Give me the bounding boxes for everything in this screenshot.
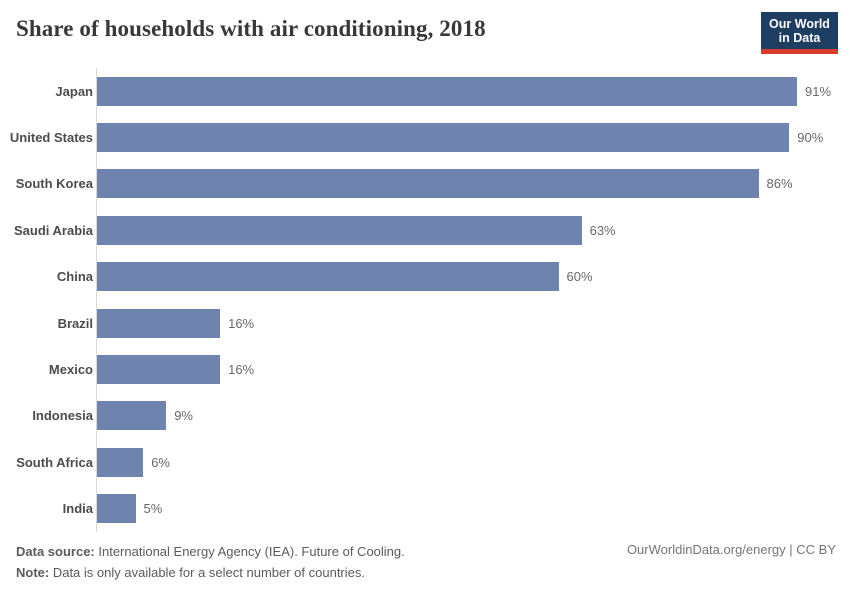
bar-row: Indonesia 9% xyxy=(0,392,850,440)
value-label: 16% xyxy=(228,315,255,331)
value-label: 63% xyxy=(589,222,616,238)
bar-area: 91% xyxy=(96,68,850,115)
footer-notes: Data source: International Energy Agency… xyxy=(16,541,405,583)
bar-row: South Korea 86% xyxy=(0,160,850,208)
bar[interactable] xyxy=(97,494,136,524)
chart-footer: Data source: International Energy Agency… xyxy=(16,541,836,583)
category-label: China xyxy=(56,269,93,285)
bar-row: Japan 91% xyxy=(0,68,850,115)
bar-area: 5% xyxy=(96,485,850,532)
owid-link[interactable]: OurWorldinData.org/energy | CC BY xyxy=(626,542,836,557)
bar-chart: Japan 91% United States 90% South Korea 86% Sa… xyxy=(0,68,850,532)
chart-title: Share of households with air conditionin… xyxy=(16,16,486,41)
bar[interactable] xyxy=(97,123,790,153)
value-label: 6% xyxy=(151,454,170,470)
bar-row: South Africa 6% xyxy=(0,439,850,486)
owid-logo-line2: in Data xyxy=(778,31,821,45)
data-source-line: Data source: International Energy Agency… xyxy=(16,541,405,562)
category-label: South Korea xyxy=(15,176,93,192)
bar[interactable] xyxy=(97,76,797,106)
bar-row: China 60% xyxy=(0,253,850,300)
note-line: Note: Data is only available for a selec… xyxy=(16,562,405,583)
value-label: 91% xyxy=(805,83,832,99)
bar[interactable] xyxy=(97,355,221,385)
value-label: 90% xyxy=(797,130,824,146)
bar-area: 6% xyxy=(96,439,850,486)
category-label: South Africa xyxy=(16,454,93,470)
value-label: 9% xyxy=(174,408,193,424)
bar-row: India 5% xyxy=(0,485,850,532)
bar[interactable] xyxy=(97,447,144,477)
bar[interactable] xyxy=(97,262,559,292)
bar[interactable] xyxy=(97,215,582,245)
category-label: Japan xyxy=(55,83,93,99)
bar-area: 16% xyxy=(96,299,850,347)
value-label: 60% xyxy=(566,269,593,285)
bar[interactable] xyxy=(97,169,759,199)
value-label: 86% xyxy=(766,176,793,192)
category-label: Indonesia xyxy=(32,408,93,424)
owid-logo[interactable]: Our World in Data xyxy=(761,12,838,54)
bar-area: 9% xyxy=(96,392,850,440)
bar[interactable] xyxy=(97,308,221,338)
category-label: India xyxy=(62,501,93,517)
category-label: United States xyxy=(9,130,93,146)
bar-area: 63% xyxy=(96,207,850,254)
bar-row: Saudi Arabia 63% xyxy=(0,207,850,254)
bar-area: 60% xyxy=(96,253,850,300)
owid-logo-line1: Our World xyxy=(769,17,830,31)
bar-row: United States 90% xyxy=(0,114,850,161)
category-label: Mexico xyxy=(48,362,93,378)
category-label: Brazil xyxy=(57,315,93,331)
bar[interactable] xyxy=(97,401,167,431)
note-text: Data is only available for a select numb… xyxy=(49,565,365,580)
category-label: Saudi Arabia xyxy=(14,222,93,238)
note-label: Note: xyxy=(16,565,50,580)
data-source-label: Data source: xyxy=(16,544,95,559)
bar-row: Brazil 16% xyxy=(0,299,850,347)
bar-row: Mexico 16% xyxy=(0,346,850,393)
value-label: 5% xyxy=(143,501,163,517)
bar-area: 16% xyxy=(96,346,850,393)
bar-area: 90% xyxy=(96,114,850,161)
bar-area: 86% xyxy=(96,160,850,208)
data-source-text: International Energy Agency (IEA). Futur… xyxy=(94,544,405,559)
value-label: 16% xyxy=(228,362,255,378)
